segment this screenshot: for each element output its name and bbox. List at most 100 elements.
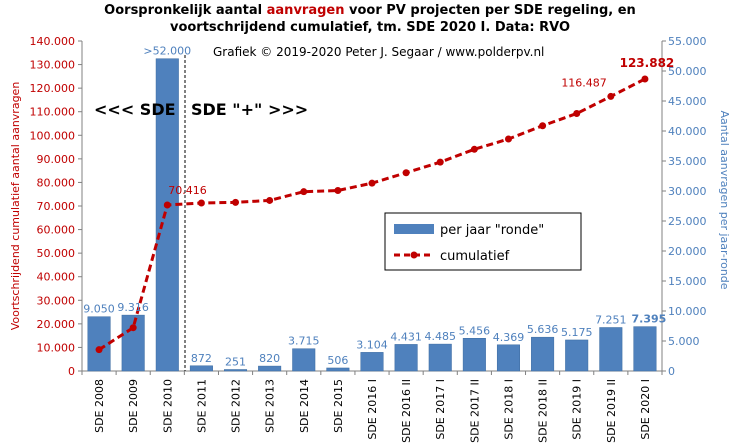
era-right-label: SDE "+" >>>	[191, 100, 308, 119]
right-tick-label: 20.000	[668, 245, 707, 258]
bar-value-label: 506	[327, 354, 348, 367]
x-ticks: SDE 2008 SDE 2009 SDE 2010 SDE 2011 SDE 2012…	[81, 371, 663, 443]
right-tick-label: 25.000	[668, 215, 707, 228]
legend-line-label: cumulatief	[440, 249, 510, 264]
cumulative-value-label: 116.487	[561, 76, 607, 89]
legend-bar-swatch	[394, 224, 434, 234]
cumulative-point	[129, 324, 137, 332]
bar	[496, 344, 520, 372]
bar-value-label: 4.485	[424, 330, 456, 343]
y-axis-label-right: Aantal aanvragen per jaar-ronde	[718, 110, 731, 289]
left-tick-label: 80.000	[37, 176, 76, 189]
bar-value-label: 9.316	[117, 301, 149, 314]
bar-value-label: 7.251	[595, 313, 627, 326]
bar	[633, 326, 657, 372]
bar	[121, 314, 145, 372]
bar	[326, 367, 350, 372]
bar-value-label: 872	[191, 352, 212, 365]
left-tick-label: 130.000	[30, 59, 76, 72]
cumulative-point	[402, 169, 410, 177]
right-tick-label: 30.000	[668, 185, 707, 198]
right-tick-label: 15.000	[668, 275, 707, 288]
bar	[565, 339, 589, 372]
x-tick-label: SDE 2016 I	[366, 379, 379, 440]
era-left-label: <<< SDE	[94, 100, 176, 119]
bar	[462, 338, 486, 372]
cumulative-point	[266, 196, 274, 204]
bar-value-label: 5.175	[561, 326, 593, 339]
bar-value-label: 9.050	[83, 303, 115, 316]
cumulative-point	[573, 110, 581, 118]
bar-value-label: 3.104	[356, 338, 388, 351]
bar	[360, 352, 384, 372]
cumulative-value-label: 123.882	[620, 56, 675, 70]
cumulative-point	[504, 135, 512, 143]
cumulative-point	[232, 198, 240, 206]
chart-title-line2: voortschrijdend cumulatief, tm. SDE 2020…	[170, 20, 570, 35]
bar-value-label: 4.369	[493, 331, 525, 344]
cumulative-point	[539, 122, 547, 130]
right-tick-label: 10.000	[668, 305, 707, 318]
right-tick-label: 55.000	[668, 35, 707, 48]
bar	[258, 365, 282, 372]
x-tick-label: SDE 2014	[298, 379, 311, 433]
bar-value-label: >52.000	[143, 45, 191, 58]
bar-value-label: 820	[259, 352, 280, 365]
bar	[224, 369, 248, 372]
cumulative-point	[641, 75, 649, 83]
bar	[155, 58, 179, 372]
x-tick-label: SDE 2015	[332, 379, 345, 433]
bar	[428, 343, 452, 372]
legend-line-marker	[410, 251, 418, 259]
left-tick-label: 100.000	[30, 129, 76, 142]
x-tick-label: SDE 2009	[127, 379, 140, 433]
chart-title-line1: Oorspronkelijk aantal aanvragen voor PV …	[104, 3, 636, 18]
cumulative-point	[607, 92, 615, 100]
x-tick-label: SDE 2012	[230, 379, 243, 433]
cumulative-line	[95, 75, 649, 354]
right-ticks: 0 5.000 10.000 15.000 20.000 25.000 30.000 35.0…	[662, 35, 707, 378]
cumulative-point	[197, 199, 205, 207]
left-tick-label: 50.000	[37, 247, 76, 260]
cumulative-point	[470, 145, 478, 153]
bar	[531, 336, 555, 372]
left-tick-label: 30.000	[37, 294, 76, 307]
x-tick-label: SDE 2019 I	[571, 379, 584, 440]
legend: per jaar "ronde" cumulatief	[384, 212, 582, 271]
right-tick-label: 40.000	[668, 125, 707, 138]
x-tick-label: SDE 2017 II	[468, 379, 481, 443]
bar	[189, 365, 213, 372]
cumulative-point	[368, 179, 376, 187]
x-tick-label: SDE 2020 I	[639, 379, 652, 440]
cumulative-point	[436, 158, 444, 166]
cumulative-point	[300, 188, 308, 196]
bar-value-label: 5.456	[459, 324, 491, 337]
right-tick-label: 50.000	[668, 65, 707, 78]
x-tick-label: SDE 2008	[93, 379, 106, 433]
bar-value-label: 251	[225, 355, 246, 368]
legend-box	[384, 212, 582, 271]
left-tick-label: 10.000	[37, 341, 76, 354]
bar-value-label: 4.431	[390, 330, 422, 343]
legend-bar-label: per jaar "ronde"	[440, 223, 544, 238]
x-tick-label: SDE 2013	[264, 379, 277, 433]
right-tick-label: 45.000	[668, 95, 707, 108]
left-tick-label: 140.000	[30, 35, 76, 48]
left-tick-label: 0	[68, 365, 75, 378]
left-tick-label: 90.000	[37, 153, 76, 166]
bar-value-label: 7.395	[632, 313, 667, 326]
right-tick-label: 5.000	[668, 335, 700, 348]
bar	[599, 327, 623, 372]
bar	[292, 348, 316, 372]
left-tick-label: 120.000	[30, 82, 76, 95]
bar	[87, 316, 111, 372]
x-tick-label: SDE 2018 II	[537, 379, 550, 443]
bars	[87, 58, 657, 372]
y-axis-label-left: Voortschrijdend cumulatief aantal aanvra…	[9, 82, 22, 331]
left-tick-label: 60.000	[37, 224, 76, 237]
x-tick-label: SDE 2010	[161, 379, 174, 433]
left-tick-label: 110.000	[30, 106, 76, 119]
left-ticks: 0 10.000 20.000 30.000 40.000 50.000 60.000 70.…	[30, 35, 82, 378]
